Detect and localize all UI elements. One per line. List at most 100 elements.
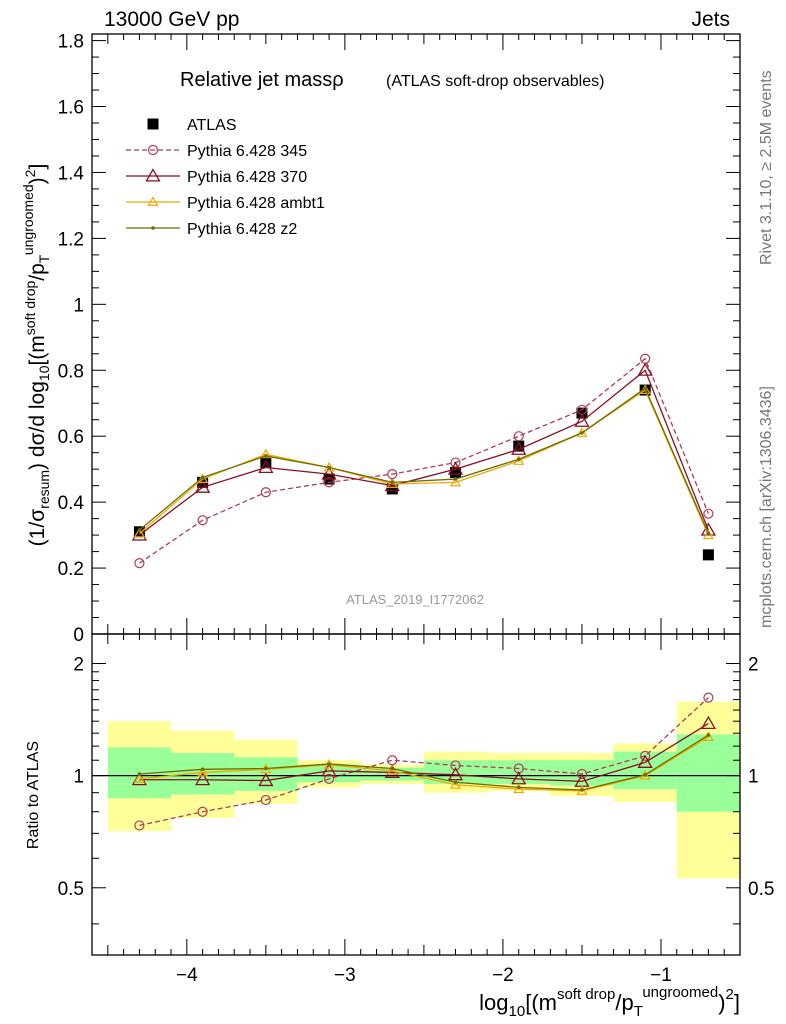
main-point-z2-3 (327, 465, 331, 470)
x-tick-label-1: −3 (334, 965, 356, 986)
ratio-y-tick-label-0: 0.5 (58, 879, 84, 900)
main-point-p345-1 (197, 515, 208, 526)
main-point-ambt1-7 (576, 427, 588, 437)
main-y-tick-label-0: 0 (73, 625, 84, 646)
ratio-point-z2-3 (327, 762, 331, 766)
ratio-point-z2-1 (200, 767, 205, 772)
legend: ATLAS Pythia 6.428 345 Pythia 6.428 370 Pyt… (126, 117, 325, 238)
legend-label-z2: Pythia 6.428 z2 (187, 221, 297, 238)
ratio-y-tick-label-1: 1 (73, 767, 84, 788)
main-point-p345-5 (450, 457, 461, 468)
x-axis-label: log10[(msoft drop/pTungroomed)2] (479, 984, 740, 1020)
ratio-point-z2-7 (580, 788, 584, 792)
main-point-p345-0 (134, 558, 145, 569)
ratio-point-z2-5 (453, 780, 458, 785)
legend-label-ambt1: Pythia 6.428 ambt1 (187, 195, 325, 212)
x-tick-label-0: −4 (176, 965, 198, 986)
ratio-point-ambt1-0 (133, 773, 145, 783)
main-point-atlas-9 (702, 549, 714, 561)
process-label: Jets (691, 8, 730, 31)
legend-marker-p345 (147, 144, 159, 156)
svg-text:log10[(msoft drop/pTungroomed): log10[(msoft drop/pTungroomed)2] (479, 984, 740, 1020)
main-point-z2-1 (200, 475, 205, 480)
ratio-point-p345-5 (450, 760, 461, 771)
ratio-point-z2-2 (264, 766, 268, 771)
main-point-atlas-2 (260, 457, 272, 469)
ratio-point-p370-2 (258, 772, 274, 787)
ratio-point-p345-3 (323, 773, 335, 785)
main-point-atlas-7 (576, 407, 588, 419)
main-point-ambt1-0 (133, 527, 145, 538)
ratio-point-ambt1-5 (449, 779, 462, 789)
ratio-point-z2-0 (137, 772, 142, 776)
ratio-plot-frame (91, 633, 741, 956)
main-y-tick-label-4: 0.8 (58, 361, 84, 382)
ratio-y-tick-label-right-0: 0.5 (748, 879, 774, 900)
ratio-point-z2-4 (390, 766, 395, 771)
main-point-z2-6 (516, 457, 521, 462)
legend-marker-z2 (151, 226, 155, 230)
main-point-z2-5 (453, 477, 458, 481)
series-layer (131, 353, 717, 831)
main-y-tick-label-8: 1.6 (58, 98, 84, 119)
main-point-z2-0 (137, 528, 142, 532)
main-point-atlas-5 (450, 466, 462, 478)
ratio-y-axis-label: Ratio to ATLAS (25, 741, 42, 849)
x-tick-label-2: −2 (492, 965, 514, 986)
ratio-point-p345-9 (703, 692, 714, 703)
ratio-point-ambt1-4 (386, 765, 398, 775)
main-point-p345-9 (703, 508, 714, 519)
main-line-p370 (139, 369, 709, 536)
main-line-p345 (139, 357, 709, 564)
legend-label-p370: Pythia 6.428 370 (187, 169, 307, 186)
main-line-ambt1 (138, 389, 709, 536)
ratio-y-tick-label-2: 2 (73, 654, 84, 675)
chart-subtitle: (ATLAS soft-drop observables) (386, 73, 604, 90)
main-point-p370-7 (574, 413, 590, 427)
main-point-z2-4 (390, 480, 395, 485)
main-y-tick-label-3: 0.6 (58, 427, 84, 448)
main-y-tick-label-5: 1 (73, 295, 84, 316)
ratio-line-ambt1 (139, 736, 709, 792)
ratio-line-z2 (139, 734, 709, 791)
main-point-z2-7 (580, 431, 584, 435)
legend-marker-ambt1 (147, 196, 159, 206)
main-y-tick-label-1: 0.2 (58, 559, 84, 580)
ratio-point-p370-1 (195, 771, 211, 786)
ratio-line-p345 (139, 697, 709, 827)
main-point-p370-8 (637, 362, 653, 376)
main-point-atlas-4 (386, 483, 398, 495)
ratio-line-p370 (139, 722, 709, 783)
main-point-p370-3 (321, 466, 337, 480)
svg-text:(1/σresum) dσ/d log10[(msoft d: (1/σresum) dσ/d log10[(msoft drop/pTungr… (20, 164, 52, 547)
ratio-point-p345-8 (640, 750, 651, 761)
main-point-p370-5 (447, 461, 464, 475)
main-y-tick-label-2: 0.4 (58, 493, 85, 514)
svg-text:Ratio to ATLAS: Ratio to ATLAS (25, 741, 42, 849)
legend-marker-atlas (147, 118, 159, 130)
main-point-p370-1 (195, 479, 211, 493)
ratio-point-p345-0 (134, 820, 145, 831)
main-point-z2-2 (264, 454, 268, 458)
main-point-ambt1-4 (386, 478, 398, 488)
main-point-ambt1-5 (449, 476, 462, 487)
watermark: ATLAS_2019_I1772062 (346, 592, 484, 607)
main-point-p370-2 (258, 459, 274, 474)
ratio-point-p345-2 (260, 794, 271, 806)
energy-label: 13000 GeV pp (104, 8, 240, 31)
ratio-point-p345-7 (576, 768, 588, 780)
main-y-tick-label-7: 1.4 (58, 163, 85, 184)
legend-label-atlas: ATLAS (187, 117, 237, 134)
main-y-axis-label: (1/σresum) dσ/d log10[(msoft drop/pTungr… (20, 164, 52, 547)
axes-layer: 0 0.2 0.4 0.6 0.8 1 1.2 1.4 1.6 1.8 0.5 0.5 1 1 2 2 −4 −3… (58, 32, 775, 986)
ratio-point-z2-9 (706, 733, 711, 737)
x-tick-label-3: −1 (650, 965, 672, 986)
legend-marker-p370 (145, 168, 161, 182)
ratio-y-tick-label-right-2: 2 (748, 654, 759, 675)
ratio-point-z2-8 (643, 773, 647, 777)
main-point-p345-6 (513, 431, 524, 442)
ratio-band-green-9 (676, 734, 740, 812)
main-point-ambt1-9 (702, 529, 714, 540)
ratio-band-green-3 (297, 764, 361, 783)
main-point-p370-6 (511, 441, 527, 455)
